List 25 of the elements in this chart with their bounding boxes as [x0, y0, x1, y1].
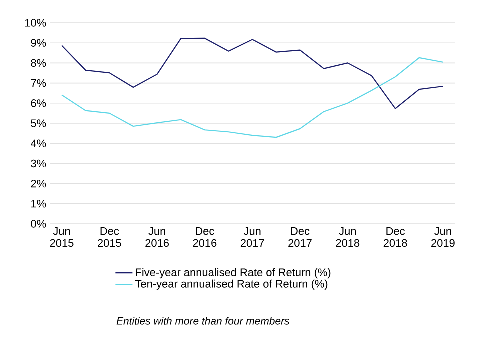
x-tick-label: Dec 2016 [193, 228, 217, 248]
x-tick-label: Jun 2016 [146, 228, 169, 248]
x-tick-label: Jun 2015 [50, 228, 74, 248]
y-tick-label: 7% [31, 79, 46, 88]
line-series [61, 38, 444, 110]
y-tick-label: 10% [25, 19, 46, 27]
y-tick-label: 8% [31, 59, 46, 68]
legend-label: Ten-year annualised Rate of Return (%) [135, 280, 328, 290]
line-series [61, 57, 444, 138]
x-tick-label: Dec 2015 [98, 228, 122, 248]
y-tick-label: 9% [31, 39, 46, 47]
legend-label: Five-year annualised Rate of Return (%) [136, 268, 331, 279]
x-tick-label: Jun 2019 [432, 228, 455, 248]
y-tick-label: 5% [31, 120, 46, 128]
y-tick-label: 6% [31, 100, 46, 108]
x-tick-label: Jun 2017 [240, 228, 264, 248]
y-tick-label: 0% [31, 220, 46, 228]
y-tick-label: 2% [31, 180, 46, 188]
x-tick-label: Dec 2017 [288, 228, 312, 248]
y-tick-label: 1% [32, 200, 46, 208]
text: Entities with more than four members [116, 317, 290, 325]
y-tick-label: 4% [30, 140, 46, 148]
x-tick-label: Dec 2018 [384, 228, 408, 248]
y-tick-label: 3% [31, 160, 46, 168]
x-tick-label: Jun 2018 [336, 228, 360, 248]
